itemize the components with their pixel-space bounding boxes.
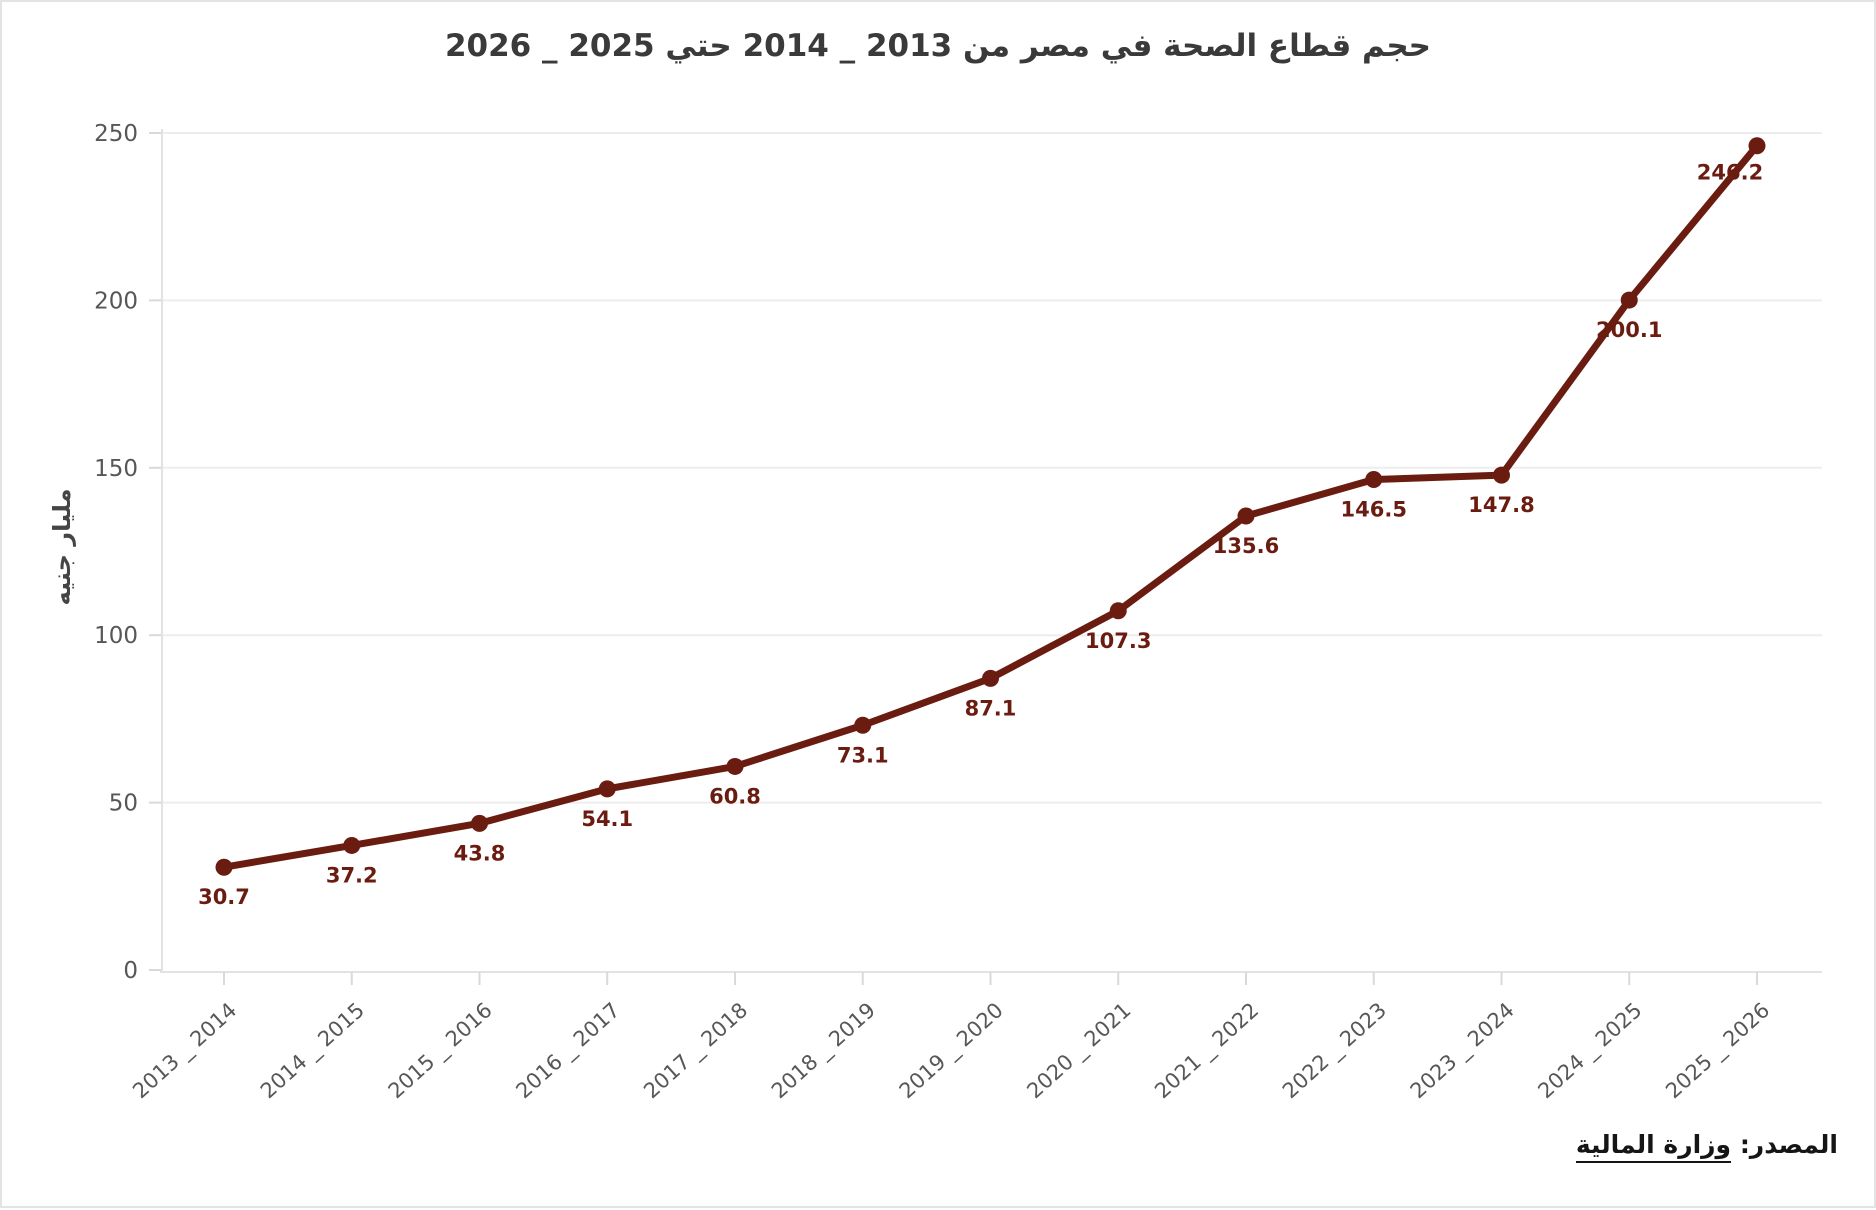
x-tick-label: 2021 _ 2022 [1150, 998, 1264, 1104]
x-tick-label: 2022 _ 2023 [1278, 998, 1392, 1104]
data-point-label: 135.6 [1213, 534, 1279, 558]
source-label: المصدر: [1739, 1130, 1838, 1159]
data-point [598, 780, 616, 798]
x-tick-label: 2016 _ 2017 [511, 998, 625, 1104]
data-point [215, 858, 233, 876]
data-point-label: 146.5 [1341, 498, 1407, 522]
data-point-label: 37.2 [326, 863, 378, 887]
data-point [854, 716, 872, 734]
x-tick-label: 2014 _ 2015 [256, 998, 370, 1104]
data-point-label: 73.1 [837, 743, 889, 767]
y-tick-label: 0 [123, 958, 138, 984]
x-tick-label: 2017 _ 2018 [639, 998, 753, 1104]
source-line: المصدر: وزارة المالية [1575, 1130, 1838, 1163]
data-point-label: 30.7 [198, 885, 250, 909]
x-tick-label: 2019 _ 2020 [895, 998, 1009, 1104]
data-point [1109, 602, 1127, 620]
data-point [471, 814, 488, 832]
data-point-label: 60.8 [709, 784, 761, 808]
data-point-label: 200.1 [1596, 318, 1662, 342]
y-tick-label: 200 [94, 288, 138, 314]
x-tick-label: 2024 _ 2025 [1533, 998, 1647, 1104]
y-tick-label: 150 [94, 456, 138, 482]
data-point-label: 54.1 [581, 807, 633, 831]
data-point [1620, 291, 1638, 309]
data-point-label: 246.2 [1697, 161, 1763, 185]
data-point [1237, 507, 1255, 525]
x-tick-label: 2013 _ 2014 [128, 998, 242, 1104]
data-point [343, 836, 361, 854]
data-point [982, 669, 999, 687]
y-tick-label: 250 [94, 121, 138, 147]
x-tick-label: 2015 _ 2016 [384, 998, 498, 1104]
data-point [1748, 137, 1766, 155]
y-tick-label: 50 [109, 791, 138, 817]
chart-title: حجم قطاع الصحة في مصر من 2013 _ 2014 حتي… [444, 28, 1432, 64]
x-tick-label: 2020 _ 2021 [1022, 998, 1136, 1104]
data-point [1493, 466, 1510, 484]
source-name[interactable]: وزارة المالية [1575, 1130, 1732, 1163]
data-point-label: 107.3 [1085, 629, 1151, 653]
data-point-label: 147.8 [1468, 493, 1534, 517]
data-point [726, 757, 744, 775]
x-tick-label: 2023 _ 2024 [1406, 998, 1520, 1104]
x-tick-label: 2025 _ 2026 [1661, 998, 1775, 1104]
data-point-label: 87.1 [965, 696, 1017, 720]
x-tick-label: 2018 _ 2019 [767, 998, 881, 1104]
y-tick-label: 100 [94, 623, 138, 649]
data-point-label: 43.8 [454, 841, 506, 865]
data-point [1365, 471, 1383, 489]
